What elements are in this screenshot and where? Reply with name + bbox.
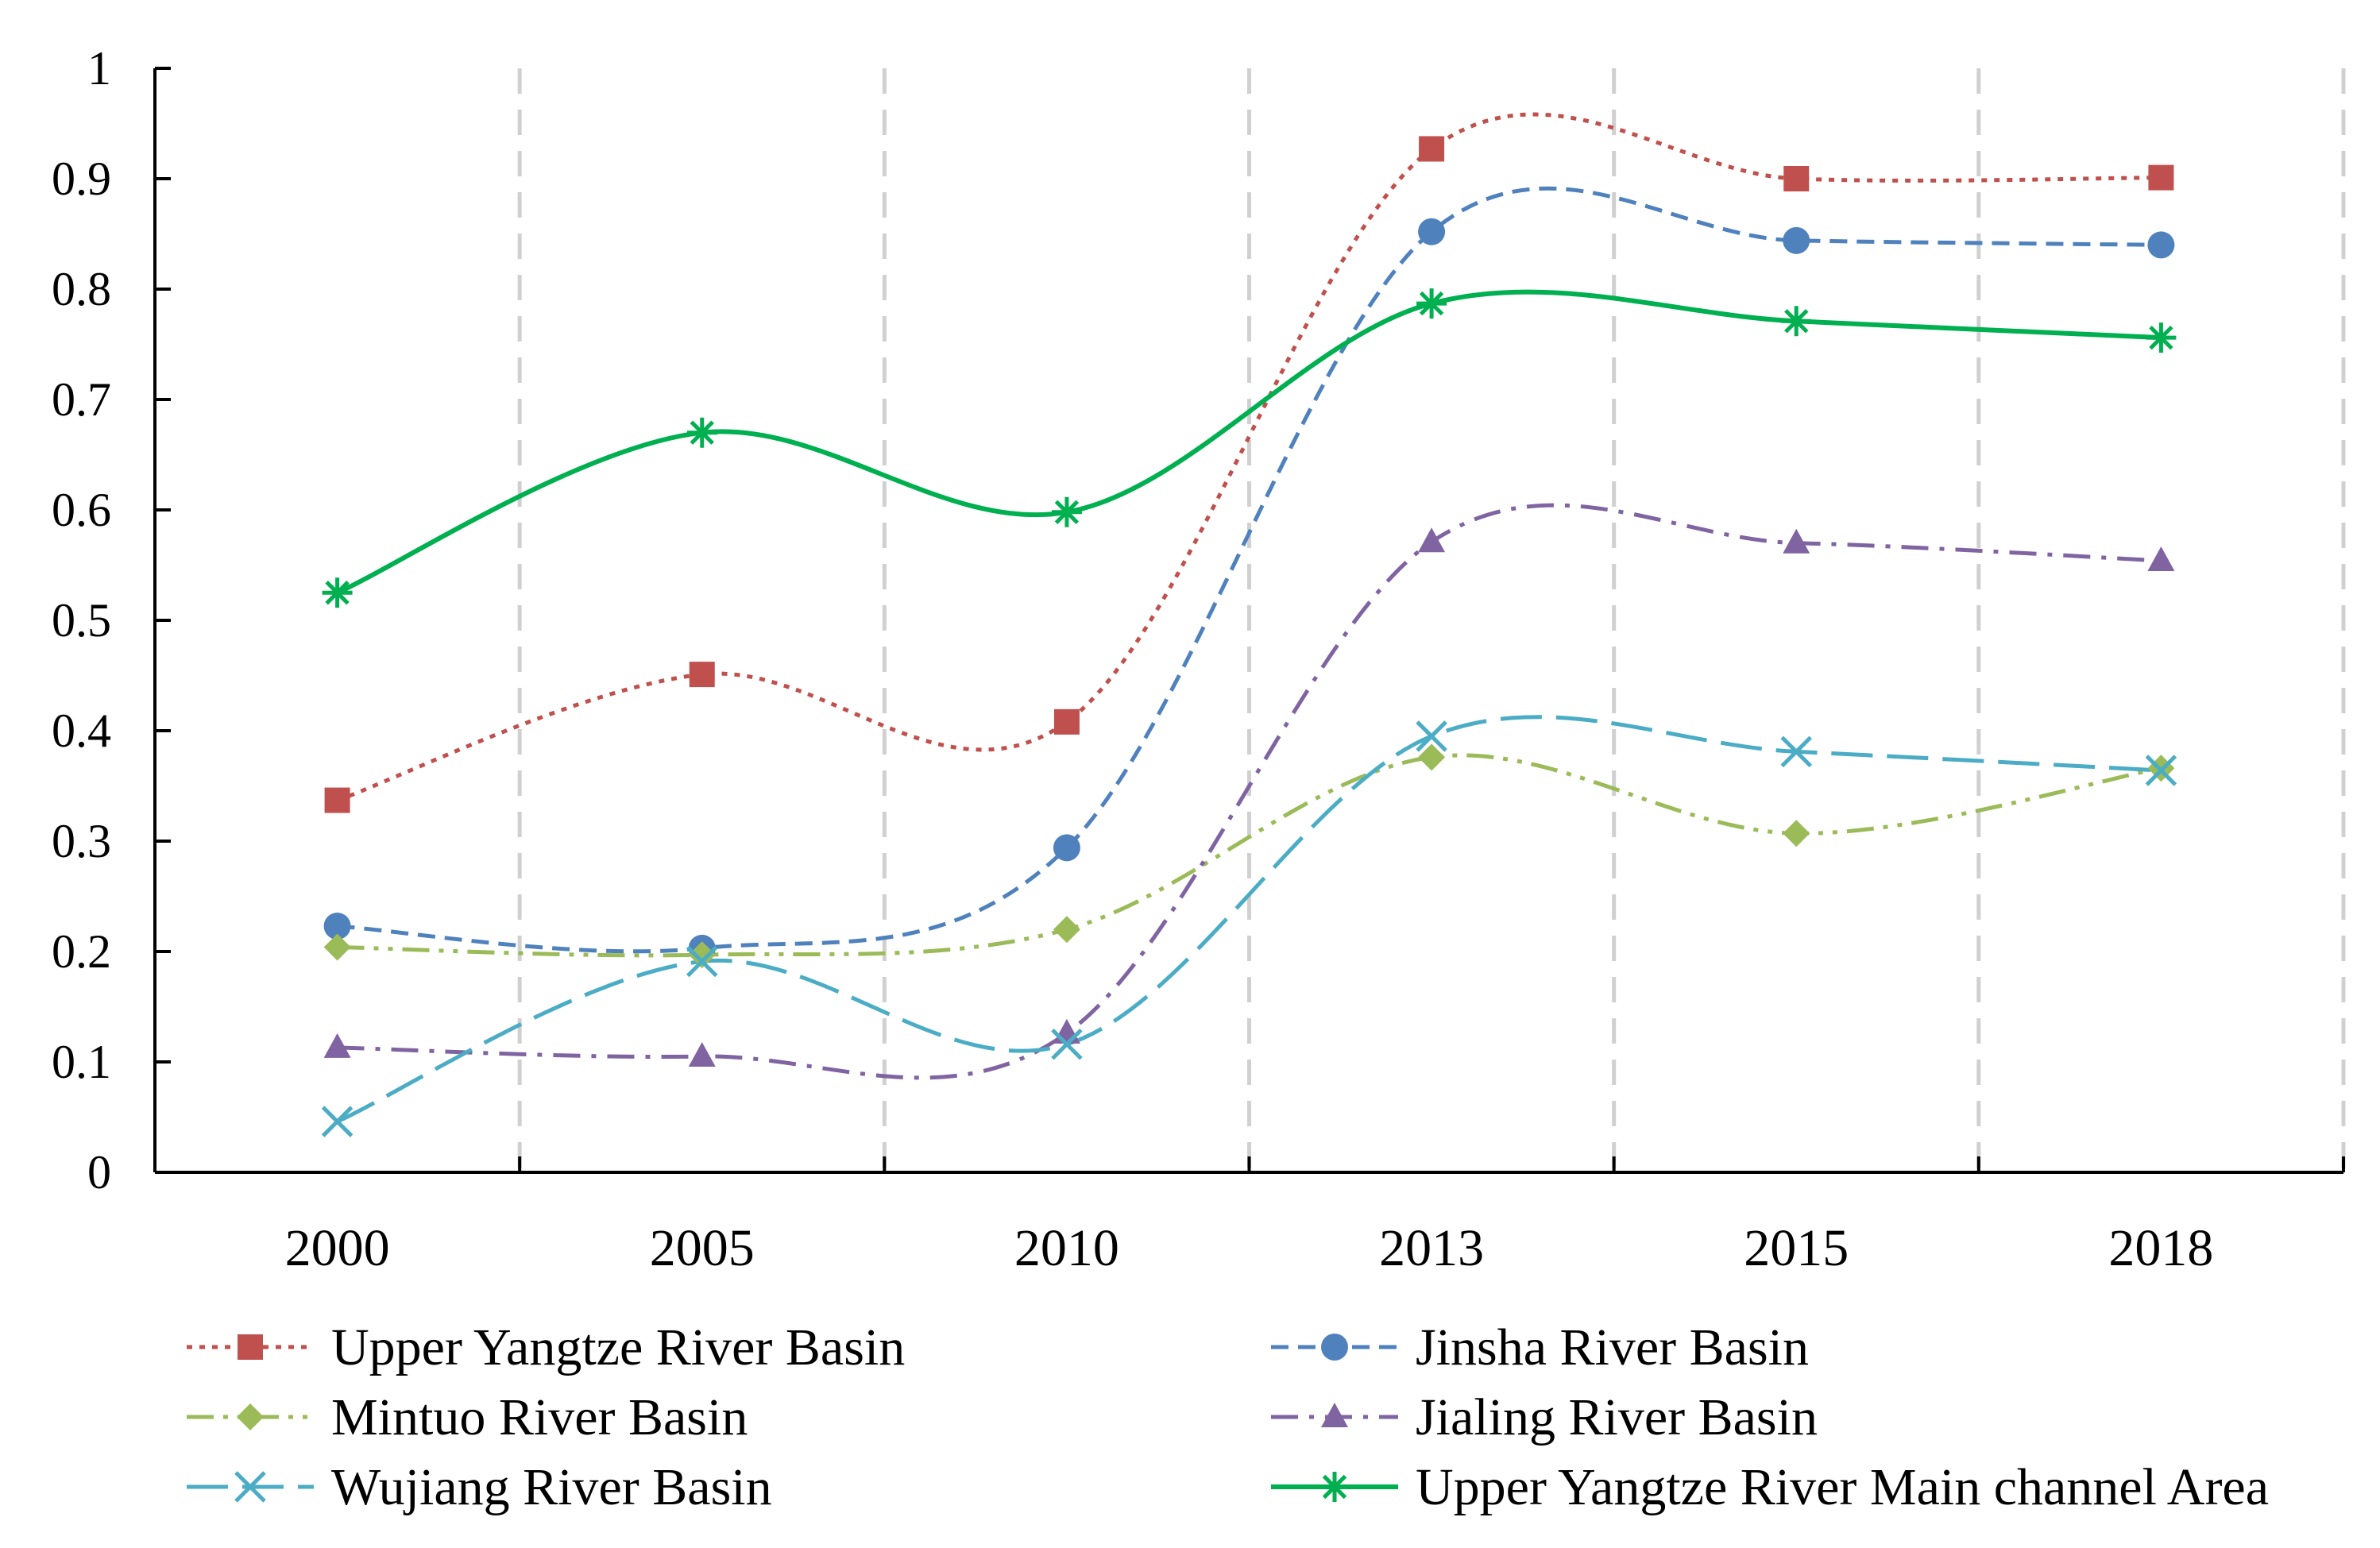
data-point <box>2147 546 2175 571</box>
legend-marker <box>237 1403 264 1430</box>
y-tick-label: 0.8 <box>52 263 111 315</box>
data-point <box>1053 834 1080 862</box>
series-line <box>337 186 2162 954</box>
data-point <box>1783 528 1810 554</box>
data-point <box>324 787 350 813</box>
y-tick-label: 1 <box>87 42 111 95</box>
y-tick-label: 0.3 <box>52 815 111 867</box>
data-point <box>1783 820 1810 847</box>
y-tick-label: 0.1 <box>52 1036 111 1088</box>
legend-label: Mintuo River Basin <box>331 1388 748 1446</box>
y-tick-label: 0.6 <box>52 484 111 536</box>
y-tick-label: 0.9 <box>52 152 111 205</box>
data-point <box>689 662 715 688</box>
data-point <box>323 933 351 961</box>
data-point <box>686 417 717 448</box>
data-point <box>688 941 716 969</box>
x-tick-label: 2013 <box>1379 1219 1484 1277</box>
data-point <box>1419 136 1445 162</box>
data-point <box>1053 708 1080 735</box>
data-point <box>1418 218 1446 245</box>
y-tick-label: 0.2 <box>52 925 111 978</box>
legend-label: Jialing River Basin <box>1416 1388 1818 1446</box>
legend-marker <box>238 1334 263 1360</box>
x-tick-label: 2010 <box>1014 1219 1119 1277</box>
x-tick-label: 2000 <box>285 1219 390 1277</box>
data-point <box>1053 916 1080 944</box>
y-tick-label: 0.4 <box>52 705 111 757</box>
data-point <box>1051 496 1082 527</box>
x-tick-label: 2018 <box>2108 1219 2213 1277</box>
series-line <box>336 289 2162 595</box>
data-point <box>686 945 718 978</box>
data-point <box>322 577 353 608</box>
legend: Upper Yangtze River Basin Jinsha River Ba… <box>187 1318 2269 1516</box>
data-point <box>1418 527 1446 553</box>
data-point <box>2147 231 2175 259</box>
legend-marker <box>234 1471 266 1503</box>
series-markers <box>321 136 2177 1137</box>
legend-label: Jinsha River Basin <box>1416 1318 1809 1376</box>
legend-item: Upper Yangtze River Basin <box>187 1318 905 1376</box>
data-point <box>323 1033 351 1058</box>
axes: 0 0.1 0.2 0.3 0.4 0.5 0.6 0.7 0.8 0.9 1 2000 2005 201… <box>52 42 2345 1277</box>
legend-item: Jialing River Basin <box>1271 1388 1818 1446</box>
legend-marker <box>1321 1334 1348 1361</box>
data-point <box>1053 1018 1080 1044</box>
data-point <box>1418 743 1446 771</box>
legend-label: Wujiang River Basin <box>331 1458 772 1516</box>
x-tick-label: 2015 <box>1744 1219 1849 1277</box>
data-point <box>688 1042 716 1067</box>
legend-item: Upper Yangtze River Main channel Area <box>1271 1458 2269 1516</box>
data-point <box>323 913 351 940</box>
grid <box>517 68 2346 1172</box>
y-tick-label: 0.7 <box>52 373 111 426</box>
y-tick-label: 0 <box>87 1146 111 1199</box>
legend-marker <box>1319 1472 1350 1502</box>
data-point <box>1783 166 1810 191</box>
series-line <box>337 503 2162 1080</box>
y-tick-label: 0.5 <box>52 594 111 647</box>
legend-label: Upper Yangtze River Main channel Area <box>1416 1458 2269 1516</box>
legend-item: Wujiang River Basin <box>187 1458 772 1516</box>
data-point <box>321 1106 354 1137</box>
legend-marker <box>1321 1403 1348 1427</box>
x-tick-label: 2005 <box>650 1219 755 1277</box>
data-point <box>1783 226 1810 254</box>
data-point <box>1416 288 1447 319</box>
data-point <box>2146 322 2177 353</box>
data-point <box>2145 755 2177 786</box>
data-point <box>2148 164 2174 191</box>
data-point <box>1416 720 1447 752</box>
legend-item: Mintuo River Basin <box>187 1388 748 1446</box>
data-point <box>1051 1028 1083 1060</box>
data-point <box>1780 735 1813 768</box>
series-line <box>336 715 2162 1124</box>
data-point <box>1781 306 1812 337</box>
legend-item: Jinsha River Basin <box>1271 1318 1809 1376</box>
legend-label: Upper Yangtze River Basin <box>331 1318 905 1376</box>
